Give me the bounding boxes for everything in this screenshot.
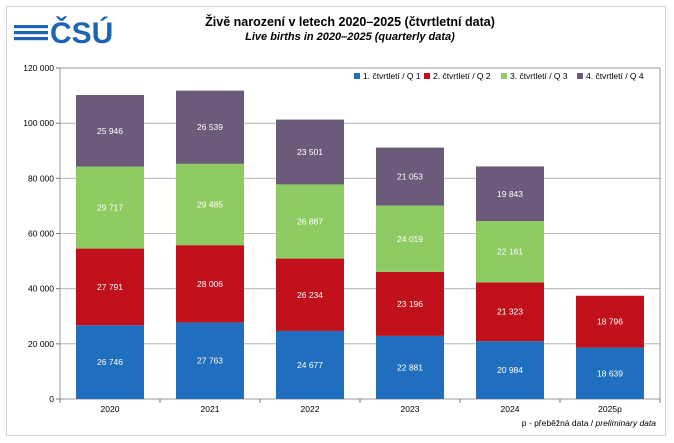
legend-swatch-q2: [424, 73, 430, 79]
y-tick-label: 20 000: [28, 339, 54, 349]
logo-text: ČSÚ: [50, 16, 113, 48]
x-tick-label: 2020: [101, 404, 120, 414]
csu-logo: ČSÚ: [14, 16, 113, 48]
bar-segment-q1: [176, 322, 244, 399]
data-label: 21 053: [397, 172, 423, 182]
bar-segment-q2: [176, 245, 244, 323]
footnote: p - přeběžná data / preliminary data: [522, 418, 656, 428]
footnote-italic: preliminary data: [595, 418, 656, 428]
logo-stripe-1: [14, 25, 48, 29]
x-tick-label: 2022: [301, 404, 320, 414]
data-label: 28 006: [197, 279, 223, 289]
data-label: 23 196: [397, 299, 423, 309]
y-tick-label: 0: [49, 394, 54, 404]
data-label: 22 881: [397, 362, 423, 372]
legend-label-q2: 2. čtvrtletí / Q 2: [433, 71, 491, 81]
bar-segment-q1: [376, 335, 444, 399]
bar-segment-q4: [176, 90, 244, 164]
data-label: 24 677: [297, 360, 323, 370]
data-label: 19 843: [497, 189, 523, 199]
y-tick-label: 60 000: [28, 229, 54, 239]
chart-title: Živě narození v letech 2020–2025 (čtvrtl…: [205, 15, 495, 29]
data-label: 25 946: [97, 126, 123, 136]
data-label: 26 234: [297, 290, 323, 300]
bar-segment-q1: [276, 330, 344, 399]
bar-segment-q2: [476, 282, 544, 342]
data-label: 26 887: [297, 216, 323, 226]
data-label: 27 791: [97, 282, 123, 292]
data-label: 29 717: [97, 203, 123, 213]
chart-titles: Živě narození v letech 2020–2025 (čtvrtl…: [150, 14, 550, 45]
data-label: 29 485: [197, 200, 223, 210]
legend-swatch-q4: [577, 73, 583, 79]
data-label: 27 763: [197, 356, 223, 366]
bar-segment-q4: [476, 166, 544, 222]
footnote-prefix: p - přeběžná data /: [521, 418, 596, 428]
bar-segment-q2: [76, 248, 144, 326]
y-tick-label: 80 000: [28, 173, 54, 183]
legend-label-q1: 1. čtvrtletí / Q 1: [363, 71, 421, 81]
bar-segment-q3: [176, 163, 244, 246]
bar-segment-q3: [276, 184, 344, 259]
chart-subtitle: Live births in 2020–2025 (quarterly data…: [245, 31, 455, 43]
x-tick-label: 2025p: [598, 404, 622, 414]
data-label: 23 501: [297, 147, 323, 157]
y-tick-label: 40 000: [28, 284, 54, 294]
bar-segment-q1: [76, 325, 144, 399]
data-label: 24 019: [397, 234, 423, 244]
logo-stripe-2: [14, 31, 48, 35]
data-label: 26 746: [97, 357, 123, 367]
bar-segment-q3: [476, 221, 544, 283]
legend-label-q4: 4. čtvrtletí / Q 4: [586, 71, 644, 81]
legend-swatch-q1: [354, 73, 360, 79]
data-label: 20 984: [497, 365, 523, 375]
x-tick-label: 2021: [201, 404, 220, 414]
bar-segment-q4: [276, 119, 344, 185]
x-tick-label: 2024: [501, 404, 520, 414]
bar-segment-q1: [476, 341, 544, 399]
legend-label-q3: 3. čtvrtletí / Q 3: [510, 71, 568, 81]
x-tick-label: 2023: [401, 404, 420, 414]
bar-segment-q2: [576, 295, 644, 348]
legend-swatch-q3: [501, 73, 507, 79]
data-label: 18 796: [597, 317, 623, 327]
data-label: 18 639: [597, 368, 623, 378]
bar-segment-q2: [276, 258, 344, 331]
y-tick-label: 120 000: [23, 63, 54, 73]
bar-segment-q4: [376, 147, 444, 206]
bar-segment-q3: [76, 166, 144, 249]
logo-stripe-3: [14, 37, 48, 41]
data-label: 21 323: [497, 307, 523, 317]
y-tick-label: 100 000: [23, 118, 54, 128]
bar-segment-q2: [376, 271, 444, 336]
data-label: 22 161: [497, 247, 523, 257]
bar-segment-q1: [576, 347, 644, 399]
bar-segment-q4: [76, 95, 144, 167]
bar-segment-q3: [376, 205, 444, 272]
data-label: 26 539: [197, 122, 223, 132]
